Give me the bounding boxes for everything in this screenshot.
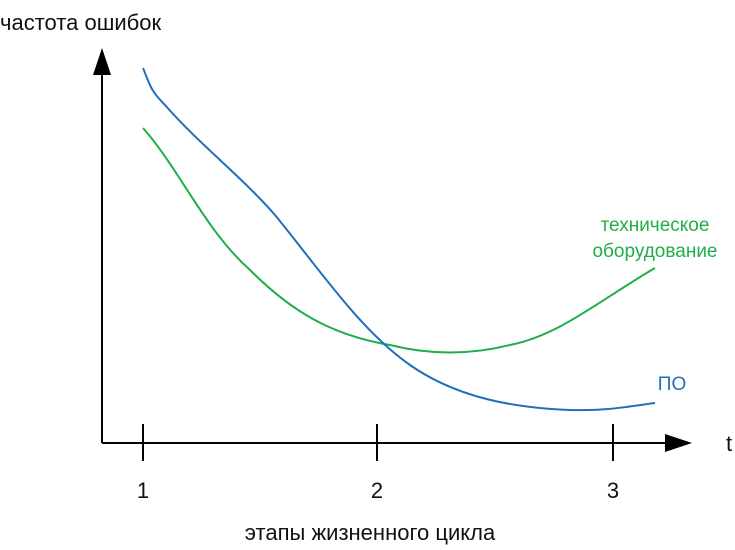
stage-label: 2 — [371, 478, 383, 503]
curve-label: оборудование — [592, 241, 717, 262]
x-axis-arrow — [665, 434, 692, 452]
x-axis-label: этапы жизненного цикла — [245, 520, 496, 545]
hardware-curve — [142, 127, 656, 354]
stage-label: 1 — [137, 478, 149, 503]
x-axis-symbol: t — [726, 431, 732, 456]
stage-label: 3 — [607, 478, 619, 503]
y-axis-label: частота ошибок — [0, 10, 161, 35]
curve-label: ПО — [658, 374, 686, 395]
software-curve — [142, 67, 656, 412]
y-axis-arrow — [93, 48, 111, 75]
curve-label: техническое — [601, 215, 710, 236]
